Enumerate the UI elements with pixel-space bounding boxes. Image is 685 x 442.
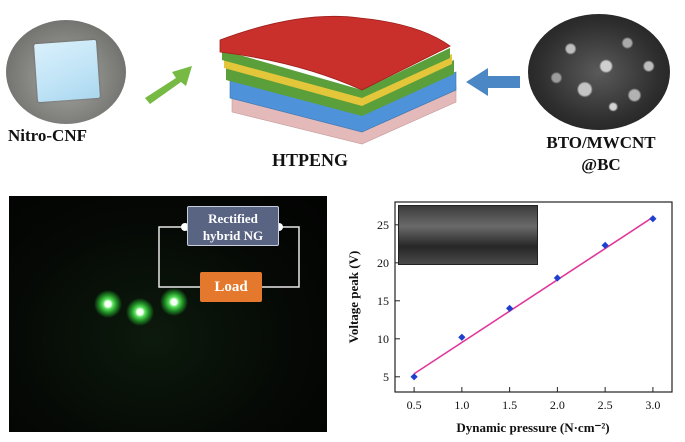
x-tick-label: 3.0 (645, 398, 660, 412)
x-tick-label: 2.5 (598, 398, 613, 412)
led-1-icon (94, 290, 122, 318)
x-tick-label: 1.0 (454, 398, 469, 412)
rectified-label-line2: hybrid NG (202, 228, 264, 243)
y-tick-label: 25 (377, 218, 389, 232)
data-point (601, 241, 609, 249)
y-tick-label: 10 (377, 332, 389, 346)
y-axis-label: Voltage peak (V) (346, 251, 361, 344)
bto-mwcnt-label-line1: BTO/MWCNT (546, 133, 656, 152)
blue-arrow-icon (466, 68, 520, 96)
layer-green-upper (222, 48, 450, 98)
x-tick-label: 2.0 (550, 398, 565, 412)
nitro-cnf-label: Nitro-CNF (8, 126, 87, 145)
layer-red-top (219, 15, 451, 91)
htpeng-illustration (145, 15, 520, 145)
data-point (410, 373, 418, 381)
data-point (553, 274, 561, 282)
data-point (506, 304, 514, 312)
circuit-wire-right (262, 226, 300, 288)
circuit-wiring (158, 223, 300, 288)
data-point (458, 333, 466, 341)
y-tick-label: 15 (377, 294, 389, 308)
inset-test-rig-photo (398, 205, 538, 265)
layer-yellow (224, 54, 452, 106)
led-2-icon (126, 298, 154, 326)
layer-green-lower (226, 60, 454, 116)
bto-mwcnt-label-line2: @BC (581, 155, 621, 174)
green-arrow-icon (145, 66, 192, 104)
y-tick-label: 5 (383, 370, 389, 384)
bto-mwcnt-sem-photo (528, 14, 670, 130)
y-ticks: 5 10 15 20 25 (377, 218, 400, 384)
bto-mwcnt-label: BTO/MWCNT @BC (536, 132, 666, 176)
led-3-icon (160, 288, 188, 316)
data-point (649, 215, 657, 223)
load-box: Load (200, 272, 262, 302)
x-ticks: 0.5 1.0 1.5 2.0 2.5 3.0 (407, 387, 660, 412)
x-tick-label: 1.5 (502, 398, 517, 412)
fit-line (413, 216, 654, 375)
voltage-pressure-chart: 0.5 1.0 1.5 2.0 2.5 3.0 5 10 15 20 25 Dynamic pre… (346, 201, 673, 435)
rectified-label-line1: Rectified (208, 211, 258, 226)
plot-frame (394, 201, 673, 393)
htpeng-label: HTPENG (272, 150, 349, 170)
x-axis-label: Dynamic pressure (N·cm⁻²) (456, 420, 609, 435)
x-tick-label: 0.5 (407, 398, 422, 412)
y-tick-label: 20 (377, 256, 389, 270)
rectified-hybrid-ng-box: Rectified hybrid NG (187, 206, 279, 246)
circuit-wire-left (158, 226, 200, 288)
